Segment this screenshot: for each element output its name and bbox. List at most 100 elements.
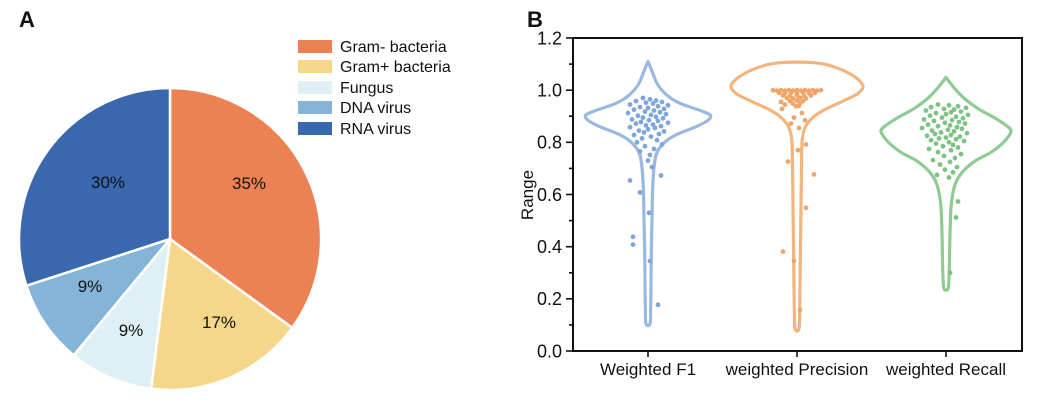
scatter-point xyxy=(931,118,937,124)
scatter-point xyxy=(795,147,801,153)
scatter-point xyxy=(651,146,657,152)
scatter-point xyxy=(645,105,651,111)
scatter-point xyxy=(958,151,964,157)
scatter-point xyxy=(784,95,790,101)
scatter-point xyxy=(947,123,953,128)
scatter-point xyxy=(923,108,929,113)
scatter-point xyxy=(951,129,957,134)
scatter-point xyxy=(643,123,649,128)
scatter-point xyxy=(796,103,802,109)
scatter-point xyxy=(658,173,664,178)
scatter-point xyxy=(785,159,791,165)
scatter-point xyxy=(639,136,645,141)
scatter-point xyxy=(927,113,933,119)
scatter-point xyxy=(939,115,945,120)
scatter-point xyxy=(950,169,956,175)
scatter-point xyxy=(661,129,667,134)
y-axis: 0.0 0.2 0.4 0.6 0.8 1.0 1.2 xyxy=(537,28,573,361)
pie-legend: Gram- bacteria Gram+ bacteria Fungus DNA… xyxy=(298,39,451,138)
y-tick-label: 0.4 xyxy=(537,237,562,257)
scatter-point xyxy=(954,124,960,130)
scatter-point xyxy=(921,117,927,122)
scatter-point xyxy=(932,131,938,137)
scatter-point xyxy=(962,121,968,126)
scatter-point xyxy=(959,126,965,132)
legend-label-gram-pos: Gram+ bacteria xyxy=(340,59,451,76)
scatter-point xyxy=(935,102,941,107)
x-category-label-weighted-f1: Weighted F1 xyxy=(600,360,696,379)
scatter-point xyxy=(779,106,785,112)
scatter-point xyxy=(636,128,642,134)
scatter-point xyxy=(642,109,648,114)
scatter-point xyxy=(943,135,949,141)
scatter-point xyxy=(778,99,784,105)
scatter-point xyxy=(929,128,935,134)
scatter-point xyxy=(661,106,667,112)
scatter-point xyxy=(655,302,661,308)
y-axis-title: Range xyxy=(518,170,537,220)
scatter-point xyxy=(640,95,646,101)
scatter-point xyxy=(629,117,635,122)
scatter-point xyxy=(653,98,659,103)
violin-series-1 xyxy=(729,60,865,333)
scatter-point xyxy=(660,115,666,121)
legend-label-rna-virus: RNA virus xyxy=(340,121,411,138)
scatter-point xyxy=(812,90,818,96)
scatter-point xyxy=(650,101,656,107)
scatter-point xyxy=(919,125,925,131)
scatter-point xyxy=(948,132,954,138)
scatter-point xyxy=(780,93,786,98)
x-category-label-weighted-precision: weighted Precision xyxy=(725,360,869,379)
scatter-point xyxy=(637,190,643,195)
pie-chart xyxy=(17,86,323,392)
scatter-point xyxy=(946,139,952,145)
scatter-point xyxy=(811,172,817,177)
scatter-point xyxy=(642,143,648,149)
scatter-point xyxy=(941,153,947,159)
panel-b: B 0.0 0.2 0.4 0.6 0.8 1.0 1.2 Range Weighted F… xyxy=(518,7,1023,379)
scatter-point xyxy=(818,87,824,93)
scatter-point xyxy=(651,108,657,113)
scatter-point xyxy=(658,123,664,129)
scatter-point xyxy=(627,102,633,107)
violin-series-2 xyxy=(879,75,1013,292)
scatter-point xyxy=(659,142,665,147)
scatter-point xyxy=(926,146,932,152)
violin-series-0 xyxy=(583,59,713,328)
scatter-point xyxy=(645,126,651,132)
violin-outline-1 xyxy=(729,60,865,333)
pie-value-label-fungus: 9% xyxy=(119,321,144,340)
scatter-point xyxy=(802,117,808,123)
scatter-point xyxy=(965,112,971,118)
pie-value-labels: 35% 17% 9% 9% 30% xyxy=(78,173,266,340)
pie-value-label-dna-virus: 9% xyxy=(78,277,103,296)
scatter-point xyxy=(653,114,659,120)
scatter-point xyxy=(803,142,809,147)
scatter-point xyxy=(955,145,961,150)
scatter-point xyxy=(803,205,809,211)
legend-swatch-rna-virus xyxy=(298,122,332,135)
pie-slice-2 xyxy=(72,237,172,391)
violin-outline-0 xyxy=(583,59,713,328)
scatter-point xyxy=(643,100,649,106)
scatter-point xyxy=(631,132,637,138)
scatter-point xyxy=(640,115,646,120)
scatter-point xyxy=(647,96,653,102)
scatter-point xyxy=(930,157,936,163)
scatter-point xyxy=(647,258,653,264)
scatter-point xyxy=(648,134,654,140)
scatter-point xyxy=(625,110,631,116)
scatter-point xyxy=(928,137,934,143)
scatter-point xyxy=(657,109,663,115)
scatter-point xyxy=(947,159,953,165)
scatter-point xyxy=(799,110,805,116)
legend-label-fungus: Fungus xyxy=(340,80,393,97)
scatter-point xyxy=(933,110,939,116)
scatter-point xyxy=(782,102,788,107)
legend-label-gram-neg: Gram- bacteria xyxy=(340,39,447,56)
legend-swatch-dna-virus xyxy=(298,101,332,114)
scatter-point xyxy=(953,215,959,220)
scatter-point xyxy=(631,107,637,113)
scatter-point xyxy=(935,123,941,129)
